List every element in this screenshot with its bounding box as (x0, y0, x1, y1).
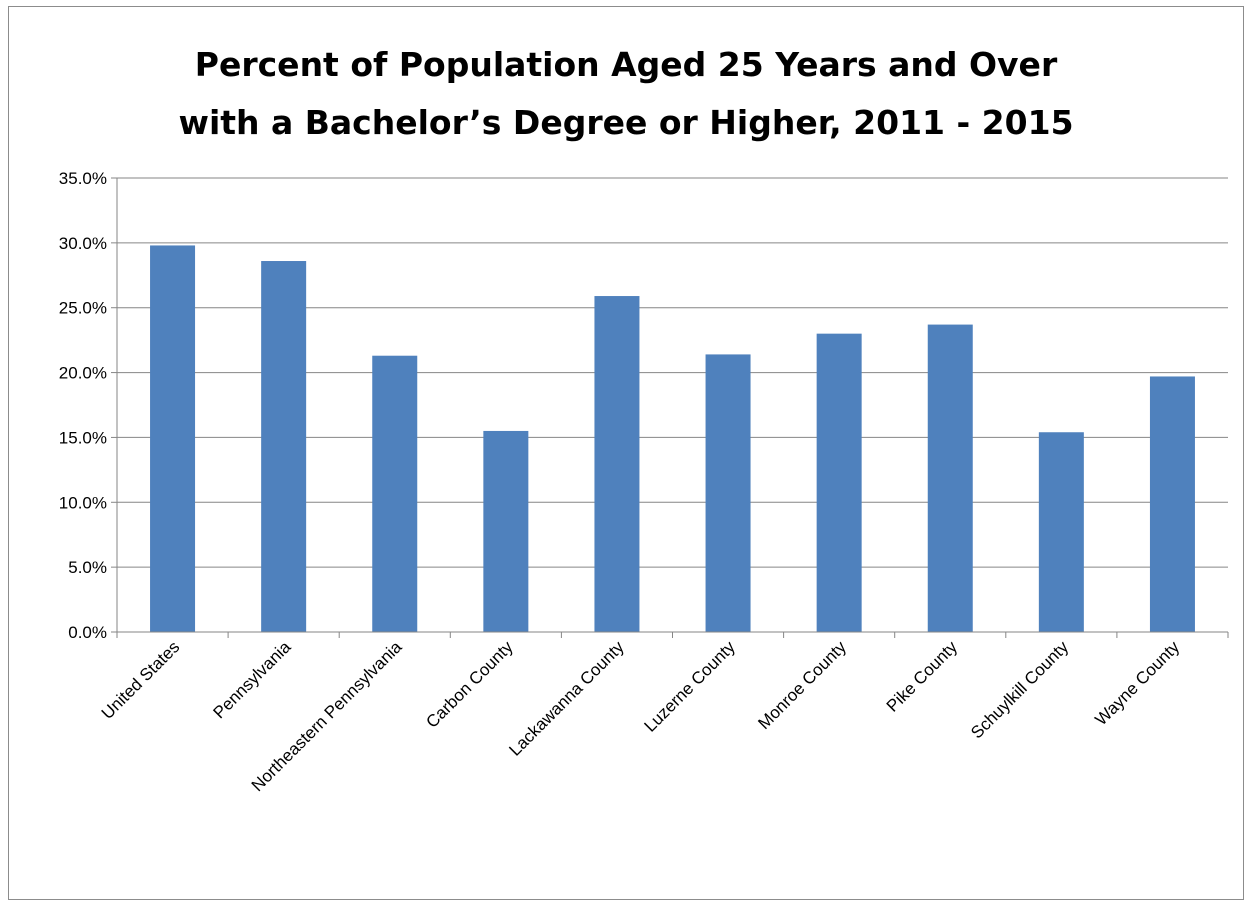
bars (150, 245, 1195, 633)
x-category-label: Pennsylvania (210, 637, 295, 722)
y-tick-label: 15.0% (59, 428, 107, 447)
x-category-label: Schuylkill County (967, 637, 1072, 742)
bar (705, 354, 751, 632)
chart-title: Percent of Population Aged 25 Years and … (178, 45, 1074, 142)
bar (594, 296, 640, 632)
y-tick-label: 20.0% (59, 364, 107, 383)
bar (372, 355, 418, 632)
y-tick-label: 35.0% (59, 169, 107, 188)
x-category-label: Monroe County (754, 637, 850, 733)
y-tick-label: 10.0% (59, 493, 107, 512)
bar (1149, 376, 1195, 632)
x-category-label: Wayne County (1091, 637, 1183, 729)
bar (816, 333, 862, 632)
bar (261, 261, 307, 632)
axes (111, 177, 1229, 638)
bar (927, 324, 973, 632)
bar (150, 245, 196, 633)
bar (1038, 432, 1084, 632)
y-tick-label: 30.0% (59, 234, 107, 253)
y-tick-label: 5.0% (68, 558, 107, 577)
x-category-label: Lackawanna County (505, 637, 628, 760)
x-category-label: United States (98, 637, 184, 723)
y-tick-label: 25.0% (59, 299, 107, 318)
y-tick-label: 0.0% (68, 623, 107, 642)
bar (483, 430, 529, 632)
y-tick-labels: 0.0% 5.0% 10.0% 15.0% 20.0% 25.0% 30.0% 35.0% (59, 169, 107, 642)
x-category-label: Carbon County (422, 637, 517, 732)
x-category-label: Luzerne County (641, 637, 740, 736)
x-category-label: Pike County (883, 637, 962, 716)
